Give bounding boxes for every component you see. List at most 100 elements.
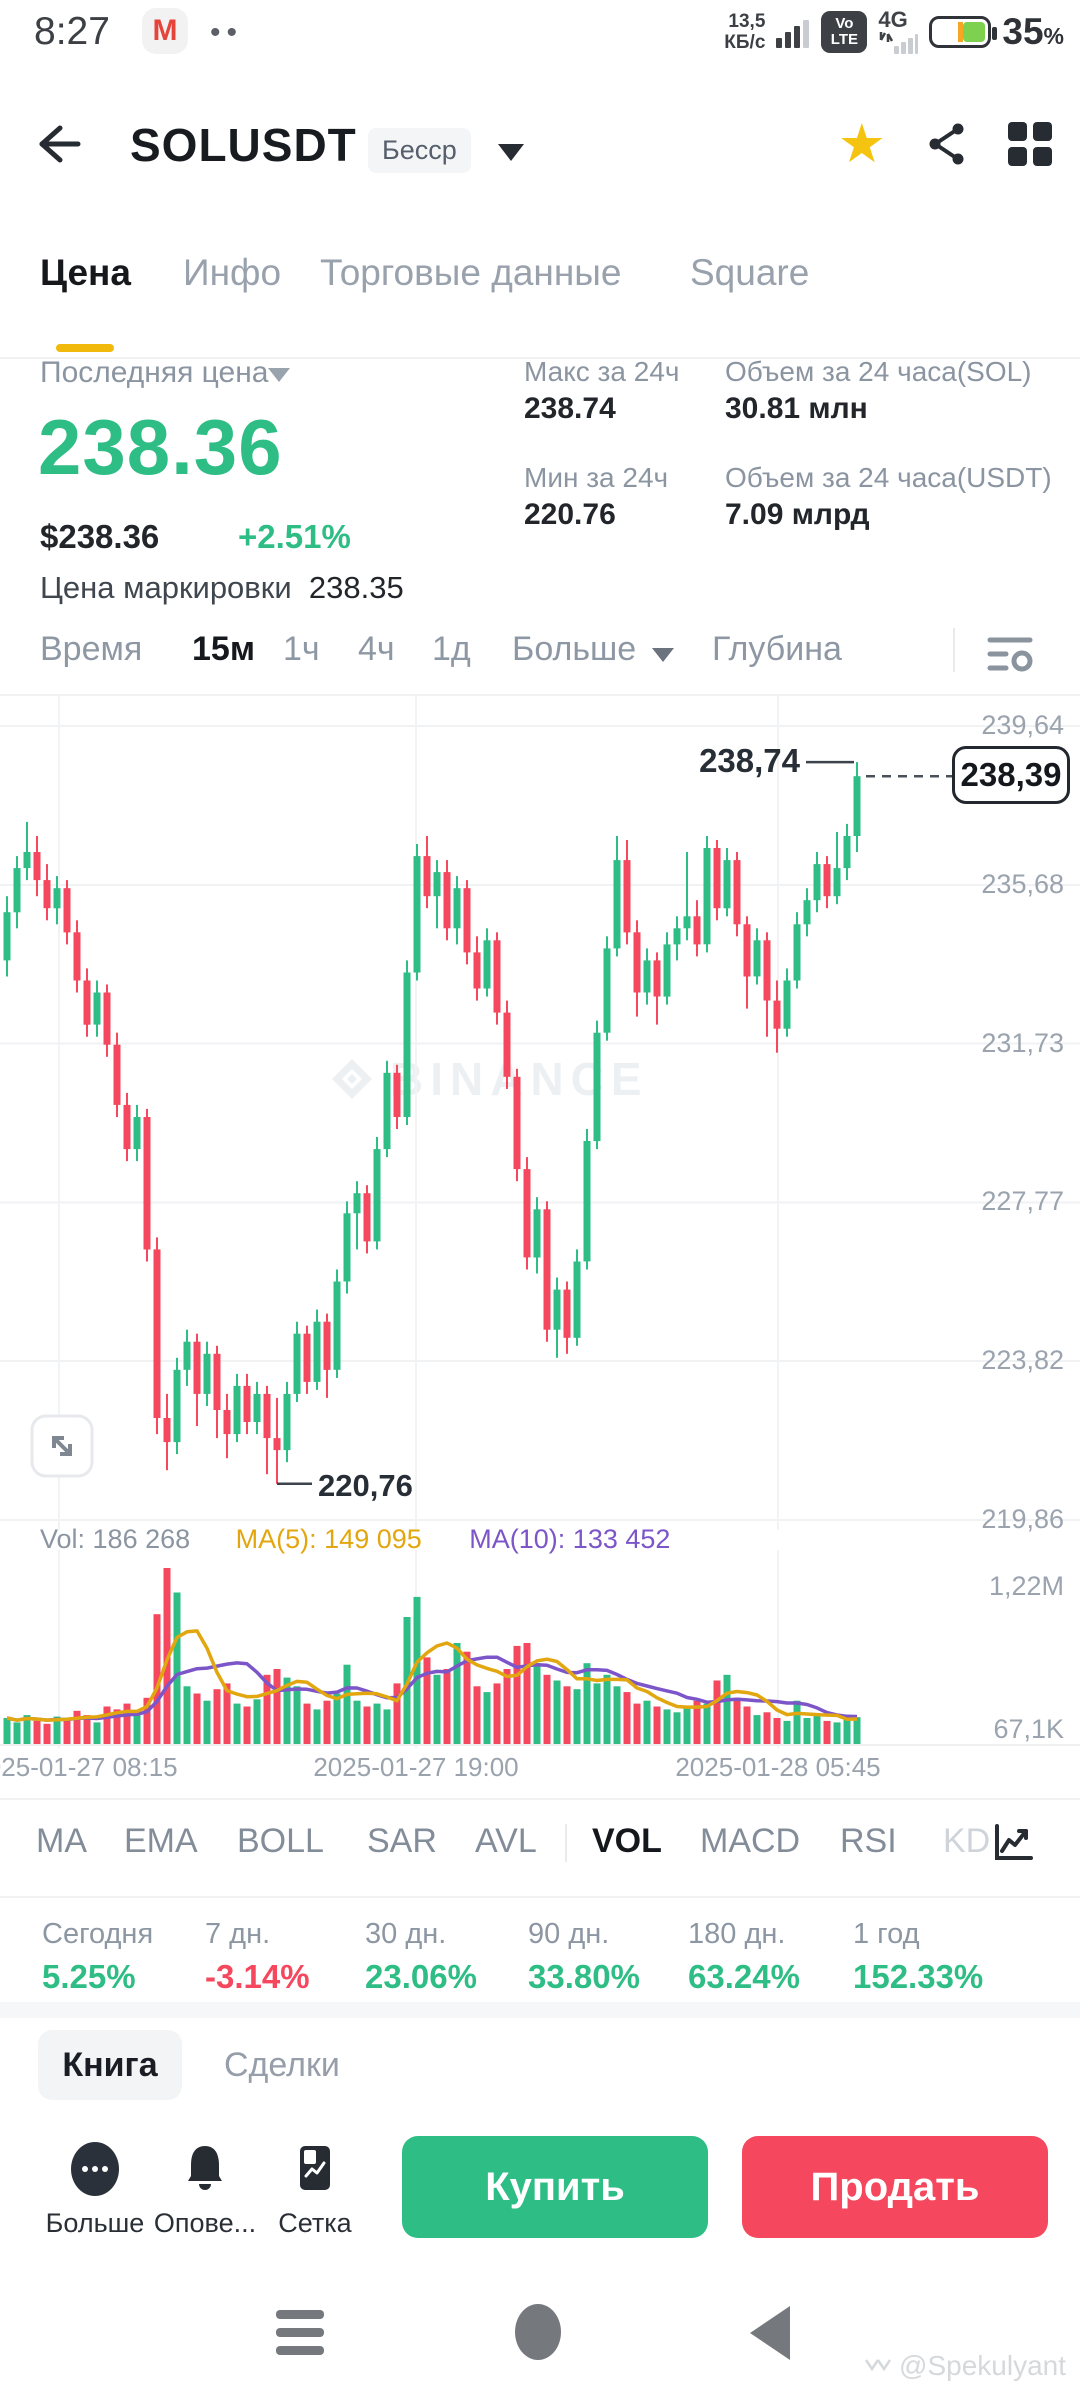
price-tick-2: 235,68	[981, 868, 1064, 899]
more-notifications-icon: ••	[210, 16, 244, 49]
perf-value-5: 63.24%	[688, 1958, 800, 1995]
share-icon[interactable]	[924, 121, 970, 167]
divider	[0, 1896, 1080, 1898]
indicator-tab-ema[interactable]: EMA	[124, 1822, 198, 1860]
ma5-value: MA(5): 149 095	[235, 1524, 422, 1554]
perf-label-3: 30 дн.	[365, 1918, 447, 1950]
home-button[interactable]	[515, 2304, 561, 2360]
nav-tab-1[interactable]: Цена	[40, 252, 131, 293]
grid-trading-button[interactable]: Сетка	[245, 2142, 385, 2239]
usd-price: $238.36	[40, 518, 160, 555]
chart-settings-icon[interactable]	[986, 630, 1038, 676]
stat-value-4: 7.09 млрд	[725, 498, 870, 531]
divider	[953, 628, 955, 672]
depth-tab[interactable]: Глубина	[712, 630, 842, 668]
divider	[0, 694, 1080, 696]
battery-percent: 35%	[1002, 11, 1064, 52]
perf-value-1: 5.25%	[42, 1958, 136, 1995]
volume-tick-max: 1,22M	[988, 1571, 1064, 1601]
tab-trades[interactable]: Сделки	[224, 2046, 340, 2084]
stat-value-3: 30.81 млн	[725, 392, 868, 425]
perf-value-6: 152.33%	[853, 1958, 984, 1995]
back-button[interactable]	[30, 116, 86, 172]
layout-grid-icon[interactable]	[1008, 122, 1052, 166]
buy-button[interactable]: Купить	[402, 2136, 708, 2238]
signal-bars-icon	[776, 20, 810, 48]
gmail-notification-icon: M	[142, 8, 188, 54]
nav-tab-3[interactable]: Торговые данные	[320, 252, 622, 293]
clock: 8:27	[34, 10, 110, 53]
stat-label-3: Объем за 24 часа(SOL)	[725, 356, 1032, 387]
bell-icon	[188, 2146, 222, 2190]
indicator-tab-rsi[interactable]: RSI	[840, 1822, 897, 1860]
divider	[0, 357, 1080, 359]
stat-value-2: 220.76	[524, 498, 616, 531]
market-type-badge: Бесср	[368, 128, 471, 173]
stat-label-2: Мин за 24ч	[524, 462, 669, 493]
watermark-credit: @Spekulyant	[863, 2350, 1066, 2382]
more-tools-button[interactable]: Больше	[25, 2142, 165, 2239]
perf-label-1: Сегодня	[42, 1918, 154, 1950]
stat-label-1: Макс за 24ч	[524, 356, 680, 387]
price-tick-3: 231,73	[981, 1027, 1064, 1058]
interval-15м[interactable]: 15м	[192, 630, 255, 668]
indicator-tab-sar[interactable]: SAR	[367, 1822, 437, 1860]
price-tick-6: 219,86	[981, 1503, 1064, 1534]
low-annotation: 220,76	[318, 1468, 413, 1503]
indicator-tab-kd[interactable]: KD	[943, 1822, 991, 1860]
vol-value: Vol: 186 268	[40, 1524, 191, 1554]
indicator-tab-avl[interactable]: AVL	[475, 1822, 537, 1860]
section-separator	[0, 2002, 1080, 2018]
price-chart[interactable]	[0, 695, 1080, 1530]
time-label-2: 2025-01-27 19:00	[313, 1752, 519, 1782]
interval-Время[interactable]: Время	[40, 630, 143, 668]
volume-chart[interactable]	[0, 1550, 1080, 1748]
pair-selector-caret-icon[interactable]	[498, 144, 524, 161]
sell-button[interactable]: Продать	[742, 2136, 1048, 2238]
volume-legend: Vol: 186 268 MA(5): 149 095 MA(10): 133 …	[40, 1524, 670, 1555]
perf-value-4: 33.80%	[528, 1958, 640, 1995]
android-back-button[interactable]	[750, 2306, 790, 2360]
indicator-chart-icon[interactable]	[992, 1822, 1036, 1864]
signal-bars2-icon	[880, 32, 919, 54]
nav-tab-2[interactable]: Инфо	[183, 252, 282, 293]
indicator-tab-ma[interactable]: MA	[36, 1822, 87, 1860]
alerts-button[interactable]: Опове...	[135, 2142, 275, 2239]
tab-orderbook[interactable]: Книга	[38, 2030, 182, 2100]
interval-1д[interactable]: 1д	[432, 630, 471, 668]
interval-4ч[interactable]: 4ч	[358, 630, 395, 668]
volume-tick-min: 67,1K	[993, 1714, 1064, 1744]
last-price-value: 238.36	[38, 403, 283, 491]
high-annotation: 238,74	[699, 742, 800, 779]
mark-price-row: Цена маркировки 238.35	[40, 570, 404, 605]
indicator-tab-vol[interactable]: VOL	[592, 1822, 662, 1860]
volte-icon: Vo LTE	[821, 11, 868, 53]
more-caret-icon	[652, 648, 674, 662]
battery-icon	[929, 16, 998, 48]
perf-label-2: 7 дн.	[205, 1918, 271, 1950]
perf-value-3: 23.06%	[365, 1958, 477, 1995]
ma10-value: MA(10): 133 452	[469, 1524, 671, 1554]
more-intervals-button[interactable]: Больше	[512, 630, 637, 668]
stat-value-1: 238.74	[524, 392, 616, 425]
favorite-star-icon[interactable]: ★	[837, 114, 886, 174]
recents-button[interactable]	[276, 2310, 324, 2364]
time-label-1: 2025-01-27 08:15	[0, 1752, 178, 1782]
nav-tab-4[interactable]: Square	[690, 252, 810, 293]
network-speed: 13,5 КБ/с	[724, 11, 766, 53]
price-dropdown-caret-icon[interactable]	[268, 368, 290, 382]
indicator-tab-boll[interactable]: BOLL	[237, 1822, 324, 1860]
active-tab-underline	[56, 344, 114, 352]
interval-1ч[interactable]: 1ч	[283, 630, 320, 668]
price-tick-4: 227,77	[981, 1186, 1064, 1217]
change-percent: +2.51%	[238, 518, 351, 555]
status-bar-right: 13,5 КБ/с Vo LTE 4G 35%	[724, 6, 1064, 58]
fullscreen-expand-icon[interactable]	[30, 1414, 94, 1478]
perf-label-4: 90 дн.	[528, 1918, 610, 1950]
last-price-badge: 238,39	[952, 746, 1070, 804]
more-icon	[71, 2142, 119, 2196]
pair-title: SOLUSDT	[130, 119, 357, 171]
binance-logo-icon	[332, 1059, 372, 1099]
indicator-tab-macd[interactable]: MACD	[700, 1822, 801, 1860]
